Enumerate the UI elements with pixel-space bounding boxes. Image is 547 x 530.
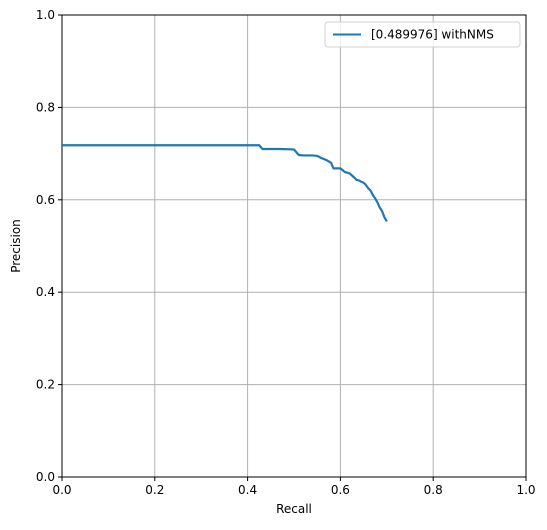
plot-frame xyxy=(61,14,527,478)
x-tick-label: 0.8 xyxy=(424,483,443,497)
y-tick-label: 0.8 xyxy=(36,100,55,114)
y-tick-label: 0.0 xyxy=(36,470,55,484)
x-tick-label: 1.0 xyxy=(516,483,535,497)
legend-box xyxy=(324,21,521,48)
y-tick-label: 0.6 xyxy=(36,193,55,207)
x-tick-label: 0.0 xyxy=(52,483,71,497)
series-layer xyxy=(62,144,388,223)
axis-ticks: 0.0 0.2 0.4 0.6 0.8 1.0 0.0 0.2 0.4 0.6 0.8 1.0 xyxy=(36,8,536,497)
y-tick-label: 0.2 xyxy=(36,378,55,392)
y-tick-label: 1.0 xyxy=(36,8,55,22)
x-axis-label: Recall xyxy=(276,502,312,516)
y-axis-label: Precision xyxy=(9,219,23,273)
x-tick-label: 0.2 xyxy=(145,483,164,497)
y-tick-label: 0.4 xyxy=(36,285,55,299)
legend: [0.489976] withNMS xyxy=(324,21,521,48)
x-tick-label: 0.6 xyxy=(331,483,350,497)
x-tick-label: 0.4 xyxy=(238,483,257,497)
grid xyxy=(61,14,527,478)
legend-entry-label: [0.489976] withNMS xyxy=(371,28,494,42)
series-line xyxy=(62,144,388,223)
